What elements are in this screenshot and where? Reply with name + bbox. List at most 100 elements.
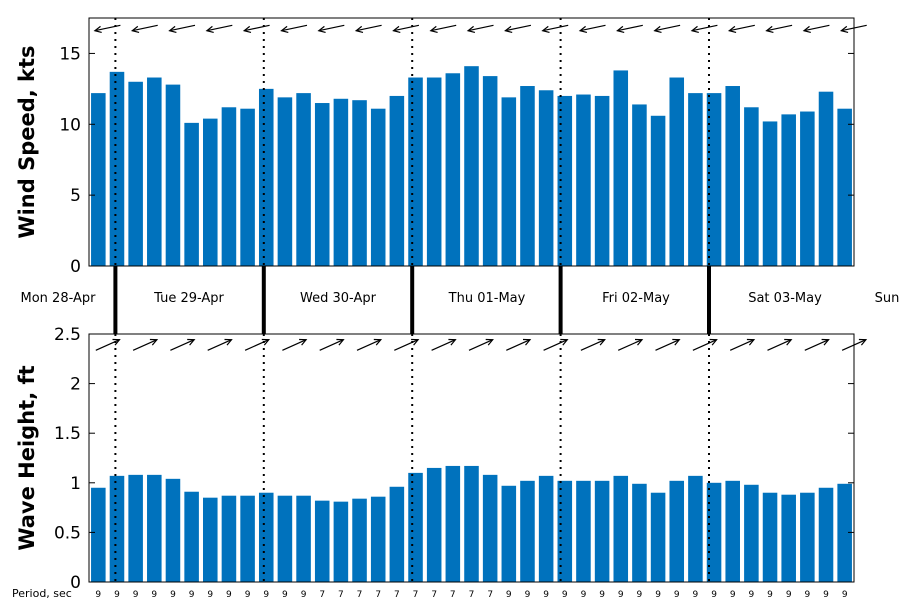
direction-arrow-shaft (766, 24, 793, 32)
day-label: Mon 28-Apr (21, 291, 97, 306)
direction-arrow-head (466, 25, 476, 33)
bar (650, 492, 666, 582)
bar (688, 475, 703, 582)
bar (818, 487, 834, 582)
period-value: 9 (133, 590, 139, 600)
direction-arrow-shaft (543, 339, 568, 351)
period-label: Period, sec (12, 587, 72, 600)
bar (370, 496, 386, 582)
direction-arrow-shaft (654, 24, 681, 32)
direction-arrow-shaft (319, 339, 344, 351)
bar (557, 480, 573, 582)
direction-arrow-head (541, 25, 550, 33)
bar (221, 107, 237, 266)
bar (669, 77, 685, 267)
bar (706, 482, 722, 582)
bar (314, 103, 330, 266)
bar (837, 108, 852, 266)
period-value: 9 (151, 590, 157, 600)
direction-arrow-head (336, 338, 345, 346)
bar (165, 478, 181, 582)
direction-arrow-shaft (729, 24, 755, 32)
period-value: 9 (282, 590, 288, 600)
bar (147, 474, 162, 582)
y-axis-label: Wind Speed, kts (15, 45, 39, 238)
period-value: 9 (655, 590, 661, 600)
direction-arrow-shaft (206, 24, 233, 32)
direction-arrow-head (634, 338, 644, 346)
bar (576, 94, 591, 266)
period-value: 9 (562, 590, 568, 600)
direction-arrow-shaft (542, 24, 569, 32)
direction-arrow-head (354, 25, 364, 33)
bar (538, 475, 554, 582)
bar (669, 480, 685, 582)
bar (333, 98, 349, 266)
direction-arrow-head (93, 25, 102, 33)
direction-arrow-shaft (281, 24, 308, 32)
bar (258, 492, 274, 582)
direction-arrow-shaft (207, 339, 232, 351)
direction-arrow-shaft (579, 24, 606, 32)
period-value: 9 (506, 590, 512, 600)
bar (258, 88, 274, 266)
direction-arrow-shaft (430, 24, 457, 32)
period-value: 9 (226, 590, 232, 600)
direction-arrow-shaft (655, 339, 680, 351)
bar (781, 114, 796, 267)
bar (520, 86, 535, 267)
direction-arrow-shaft (767, 339, 792, 351)
bar (632, 483, 647, 582)
bar (706, 93, 722, 266)
bar (482, 76, 498, 266)
bar (538, 90, 554, 267)
bar (165, 84, 181, 266)
direction-arrow-head (187, 338, 196, 346)
period-value: 7 (338, 590, 344, 600)
direction-arrow-shaft (506, 339, 531, 351)
direction-arrow-head (168, 25, 177, 33)
period-value: 7 (413, 590, 419, 600)
period-value: 9 (170, 590, 176, 600)
period-value: 9 (189, 590, 195, 600)
day-label: Sun (875, 291, 900, 306)
bar (389, 95, 405, 266)
direction-arrow-shaft (803, 24, 830, 32)
bar (109, 475, 125, 582)
bar (818, 91, 834, 266)
direction-arrow-head (392, 25, 401, 33)
direction-arrow-head (821, 338, 830, 346)
y-tick-label: 0 (70, 257, 81, 277)
period-value: 7 (487, 590, 493, 600)
direction-arrow-head (373, 338, 383, 346)
bar (501, 97, 517, 266)
period-value: 9 (525, 590, 531, 600)
bar (352, 498, 367, 582)
bar (426, 77, 442, 267)
bar (203, 497, 218, 582)
bar (389, 486, 405, 582)
bar (688, 93, 703, 266)
day-label: Wed 30-Apr (300, 291, 377, 306)
direction-arrow-head (130, 25, 140, 33)
bar (184, 491, 199, 582)
bar (203, 118, 218, 267)
direction-arrow-shaft (95, 339, 120, 351)
y-tick-label: 1 (70, 474, 81, 494)
bar (240, 495, 255, 582)
period-value: 7 (469, 590, 475, 600)
bar (296, 93, 311, 266)
bar (314, 500, 330, 582)
bar (613, 475, 629, 582)
direction-arrow-shaft (170, 339, 195, 351)
bar (91, 93, 106, 266)
bar (277, 97, 293, 266)
direction-arrow-head (522, 338, 532, 346)
direction-arrow-shaft (468, 339, 493, 351)
period-value: 9 (543, 590, 549, 600)
day-label: Thu 01-May (448, 291, 526, 306)
period-value: 7 (357, 590, 363, 600)
period-value: 7 (394, 590, 400, 600)
y-tick-label: 2 (70, 375, 81, 395)
direction-arrow-head (280, 25, 289, 33)
